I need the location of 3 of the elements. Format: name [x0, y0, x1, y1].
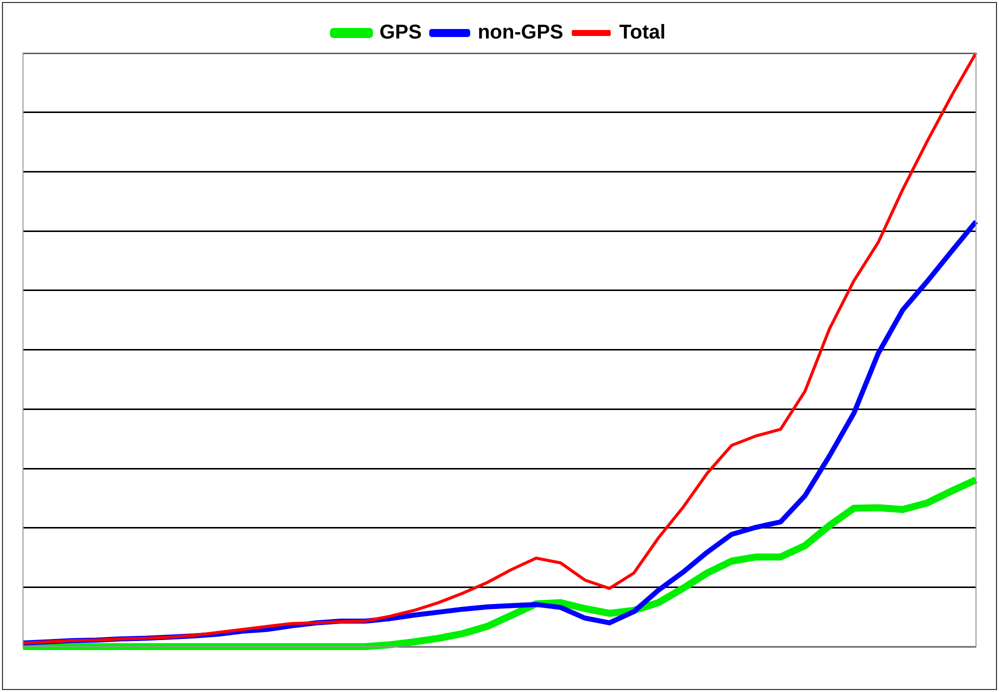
- legend-label: non-GPS: [478, 22, 564, 44]
- legend-label: Total: [619, 22, 666, 44]
- legend-label: GPS: [379, 22, 422, 44]
